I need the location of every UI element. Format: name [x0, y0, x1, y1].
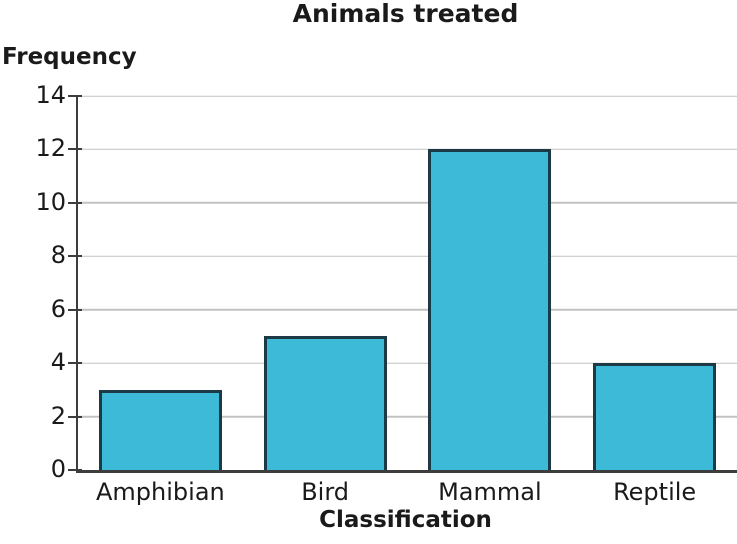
bar-reptile [593, 363, 717, 470]
y-tick-label-8: 8 [50, 241, 66, 270]
y-axis-tick-4 [68, 362, 82, 365]
plot-area: 0 2 4 6 8 10 12 14 Amphibian Bird Mammal Reptile [35, 83, 737, 506]
y-axis-tick-10 [68, 201, 82, 204]
x-category-label-reptile: Reptile [613, 478, 697, 506]
bar-mammal [428, 149, 552, 470]
y-axis-tick-12 [68, 148, 82, 151]
gridline-14 [78, 95, 737, 97]
y-tick-label-10: 10 [35, 187, 66, 216]
y-tick-label-2: 2 [50, 401, 66, 430]
gridline-4 [78, 362, 737, 364]
y-tick-label-14: 14 [35, 80, 66, 109]
gridline-8 [78, 255, 737, 258]
gridline-10 [78, 202, 737, 204]
y-tick-label-6: 6 [50, 294, 66, 323]
y-axis-tick-8 [68, 255, 82, 258]
x-category-label-amphibian: Amphibian [96, 478, 225, 506]
bar-bird [263, 336, 387, 470]
y-tick-label-0: 0 [50, 454, 66, 483]
gridline-6 [78, 308, 737, 311]
chart-title: Animals treated [292, 0, 519, 28]
bar-amphibian [98, 389, 222, 470]
y-tick-label-12: 12 [35, 134, 66, 163]
y-axis-tick-0 [68, 469, 82, 471]
x-category-label-bird: Bird [301, 478, 350, 506]
y-axis-tick-6 [68, 308, 82, 311]
y-axis-tick-14 [68, 95, 82, 97]
y-axis-tick-2 [68, 415, 82, 418]
x-axis-title: Classification [319, 507, 492, 533]
gridline-2 [78, 415, 737, 418]
y-tick-label-4: 4 [50, 347, 66, 376]
x-category-label-mammal: Mammal [438, 478, 542, 506]
y-axis-title: Frequency [2, 44, 137, 70]
gridline-12 [78, 148, 737, 151]
